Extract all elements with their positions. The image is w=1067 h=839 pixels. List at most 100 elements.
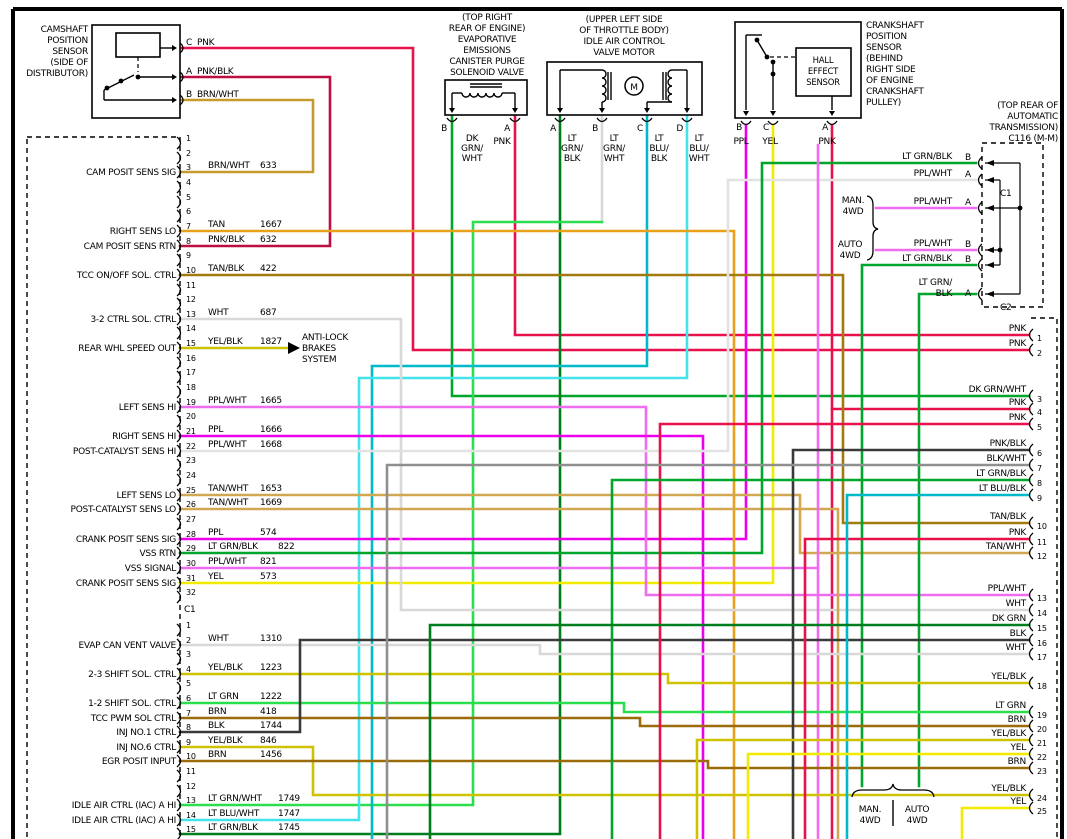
- wire-circuit-number: 1665: [260, 396, 282, 406]
- wire-color-label: TAN/WHT: [207, 498, 249, 508]
- pin-cup: [596, 117, 608, 123]
- c116-pin-letter: A: [965, 170, 972, 180]
- right-pin-number: 6: [1037, 449, 1042, 458]
- wire-iac-d-ltbluwht: [178, 113, 689, 822]
- junction-dot: [764, 54, 770, 60]
- wire-color-label: PPL: [208, 425, 223, 435]
- right-pin-hook: [1028, 801, 1034, 815]
- pcm-pin-name: LEFT SENS LO: [116, 491, 176, 501]
- diagram-text: C116 (M-M): [1008, 134, 1058, 144]
- wire-tanblk-422: [178, 273, 1031, 525]
- wire-r15-dkgrn: [428, 623, 1031, 839]
- diagram-text: SENSOR: [806, 78, 840, 88]
- diagram-text: CANISTER PURGE: [449, 57, 525, 67]
- diagram-text: 4WD: [907, 816, 928, 826]
- diagram-text: SENSOR: [52, 47, 88, 57]
- diagram-text: BLK: [564, 154, 582, 164]
- pcm-pin-name: RIGHT SENS HI: [112, 432, 176, 442]
- pin-cup: [767, 120, 779, 126]
- right-pin-hook: [1028, 788, 1034, 802]
- wire-ltgrnblk-822: [178, 161, 978, 555]
- wire-circuit-number: 573: [260, 572, 276, 582]
- wire-color-label: BRN: [208, 750, 226, 760]
- wire-r25-yel: [960, 806, 1031, 839]
- diagram-text: A: [504, 124, 511, 134]
- down-arrow: [512, 108, 518, 113]
- pcm-c1-label: C1: [184, 605, 196, 615]
- pcm-pin-number: 18: [186, 383, 196, 392]
- c116-c1-label: C1: [1000, 189, 1012, 199]
- junction-dot: [118, 78, 124, 84]
- down-arrow: [829, 111, 835, 116]
- c116-pin-letter: B: [965, 255, 971, 265]
- pcm-pin-hook: [176, 590, 182, 604]
- left-arrow: [986, 291, 994, 297]
- pcm-pin-name: INJ NO.6 CTRL: [116, 743, 176, 753]
- wire-color-label: LT GRN/WHT: [208, 794, 263, 804]
- wire-r9-ltblublk: [845, 493, 1031, 839]
- diagram-text: SENSOR: [866, 43, 902, 53]
- pcm-pin-name: VSS RTN: [139, 549, 176, 559]
- pcm-pin-hook: [176, 696, 182, 710]
- diagram-text: BLU/: [649, 144, 670, 154]
- wire-r8-ltgrnblk: [610, 478, 1031, 839]
- diagram-text: OF THROTTLE BODY): [579, 26, 668, 36]
- right-wire-label: LT GRN/BLK: [976, 469, 1027, 479]
- diagram-text: (BEHIND: [866, 54, 903, 64]
- pcm-pin-name: RIGHT SENS LO: [110, 227, 176, 237]
- right-wire-label: PPL/WHT: [988, 584, 1027, 594]
- pcm-pin-number: 16: [186, 354, 196, 363]
- abs-label: ANTI-LOCK: [302, 333, 349, 343]
- pcm-pin-hook: [176, 253, 182, 267]
- wire-color-label: PPL/WHT: [208, 396, 247, 406]
- pcm-pin-hook: [176, 532, 182, 546]
- wire-hall-c-yel: [178, 123, 775, 585]
- down-arrow: [644, 108, 650, 113]
- diagram-text: PPL: [733, 137, 748, 147]
- pcm-pin-number: 14: [186, 324, 196, 333]
- pcm-pin-number: 17: [186, 368, 196, 377]
- c116-pin-hook: [977, 258, 983, 272]
- right-wire-label: YEL/BLK: [990, 784, 1027, 794]
- right-wire-label: PNK: [1009, 413, 1028, 423]
- pcm-pin-number: 9: [186, 738, 191, 747]
- motor-m-label: M: [630, 83, 638, 93]
- wire-circuit-number: 632: [260, 235, 276, 245]
- right-pin-hook: [1028, 747, 1034, 761]
- diagram-text: REAR OF ENGINE): [449, 24, 526, 34]
- right-wire-label: LT BLU/BLK: [979, 484, 1027, 494]
- pcm-pin-hook: [176, 754, 182, 768]
- pcm-pin-hook: [176, 488, 182, 502]
- wire-color-label: BRN/WHT: [208, 161, 250, 171]
- right-wire-label: BLK/WHT: [986, 454, 1026, 464]
- left-arrow: [986, 262, 994, 268]
- pin-hook: [179, 71, 184, 83]
- man-auto-4wd-brace-top: [866, 195, 879, 261]
- diagram-text: POSITION: [47, 36, 88, 46]
- pcm-pin-number: 15: [186, 339, 196, 348]
- wire-iac-a-ltgrnblk: [178, 113, 562, 836]
- wire-color-label: WHT: [208, 634, 229, 644]
- right-pin-number: 17: [1037, 653, 1047, 662]
- diagram-text: B: [441, 124, 447, 134]
- pcm-pin-number: 3: [186, 650, 191, 659]
- wire-circuit-number: 574: [260, 528, 277, 538]
- wire-color-label: YEL/BLK: [207, 736, 244, 746]
- pcm-pin-name: REAR WHL SPEED OUT: [78, 344, 176, 354]
- right-pin-number: 8: [1037, 479, 1042, 488]
- diagram-text: PNK: [493, 137, 512, 147]
- pin-cup: [826, 120, 838, 126]
- diagram-text: OF ENGINE: [866, 76, 914, 86]
- pcm-pin-number: 3: [186, 163, 191, 172]
- coil-symbol: [461, 92, 503, 98]
- pcm-pin-number: 10: [186, 266, 196, 275]
- iac-motor-box: [546, 61, 703, 116]
- pcm-pin-number: 22: [186, 442, 196, 451]
- wire-cam-a-pnkblk: [178, 75, 332, 248]
- left-arrow: [986, 205, 994, 211]
- wire-hall-b-ppl: [178, 123, 748, 541]
- c116-wire-label: LT GRN/BLK: [902, 254, 953, 264]
- down-arrow: [743, 111, 749, 116]
- diagram-text: EFFECT: [808, 67, 839, 77]
- pcm-pin-number: 31: [186, 574, 196, 583]
